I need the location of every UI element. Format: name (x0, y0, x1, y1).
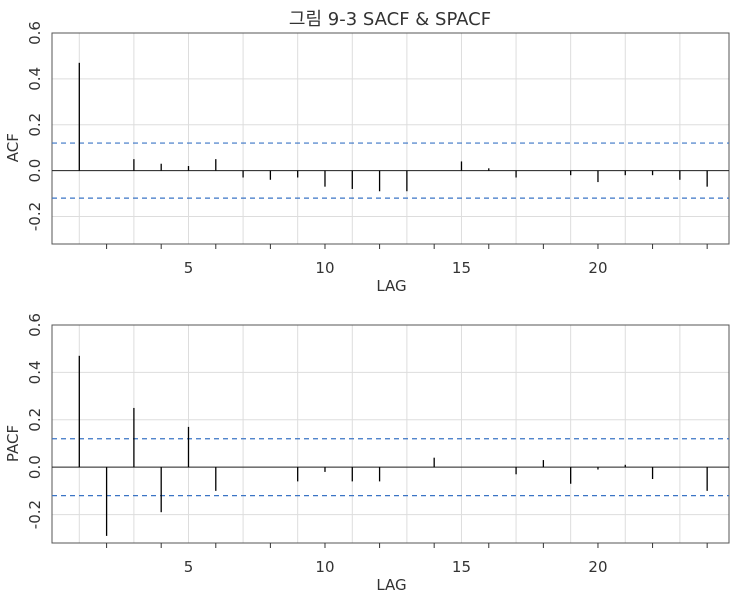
y-tick-label: -0.2 (26, 202, 44, 231)
y-axis-label: PACF (4, 425, 22, 462)
x-tick-label: 15 (452, 558, 471, 576)
y-tick-label: 0.6 (26, 21, 44, 45)
x-axis-label: LAG (376, 576, 406, 594)
chart-title: 그림 9-3 SACF & SPACF (289, 9, 491, 30)
x-tick-label: 10 (315, 259, 334, 277)
x-axis-label: LAG (376, 277, 406, 295)
x-tick-label: 20 (588, 259, 607, 277)
y-tick-label: 0.6 (26, 313, 44, 337)
y-tick-label: 0.2 (26, 408, 44, 432)
y-tick-label: 0.4 (26, 67, 44, 91)
x-tick-label: 20 (588, 558, 607, 576)
y-tick-label: -0.2 (26, 500, 44, 529)
pacf-panel: 5 10 15 20 -0.2 0.0 0.2 0.4 0.6 LAG PACF (4, 313, 730, 594)
acf-panel: 5 10 15 20 -0.2 0.0 0.2 0.4 0.6 LAG ACF (4, 21, 730, 295)
x-tick-label: 5 (184, 558, 194, 576)
x-tick-label: 10 (315, 558, 334, 576)
y-tick-label: 0.0 (26, 455, 44, 479)
plot-frame (51, 32, 730, 245)
x-tick-label: 5 (184, 259, 194, 277)
plot-frame (51, 324, 730, 544)
y-axis-label: ACF (4, 133, 22, 162)
y-tick-label: 0.0 (26, 159, 44, 183)
y-tick-label: 0.2 (26, 113, 44, 137)
y-tick-label: 0.4 (26, 360, 44, 384)
x-tick-label: 15 (452, 259, 471, 277)
